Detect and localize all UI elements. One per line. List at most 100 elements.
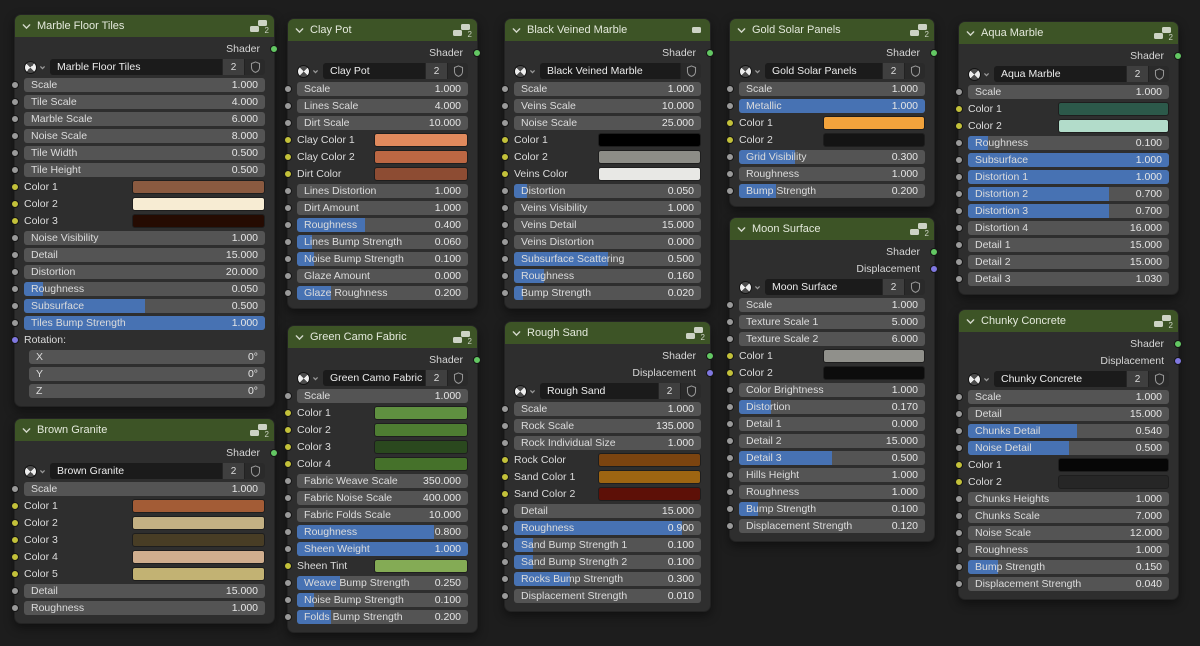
color-swatch[interactable] [132,197,265,211]
fake-user-shield-button[interactable] [1148,371,1169,387]
color-swatch[interactable] [132,214,265,228]
axis-field-y[interactable]: Y 0° [29,367,265,381]
collapse-chevron-icon[interactable] [512,26,521,35]
color-input-socket[interactable] [501,170,509,178]
color-input-socket[interactable] [726,119,734,127]
value-input-socket[interactable] [955,275,963,283]
input-slider-bump-strength[interactable]: Bump Strength 0.100 [726,502,925,516]
value-input-socket[interactable] [955,563,963,571]
input-slider-noise-bump-strength[interactable]: Noise Bump Strength 0.100 [284,593,468,607]
value-input-socket[interactable] [501,221,509,229]
input-slider-displacement-strength[interactable]: Displacement Strength 0.040 [955,577,1169,591]
color-swatch[interactable] [373,457,468,471]
fake-user-shield-button[interactable] [447,370,468,386]
value-input-socket[interactable] [284,596,292,604]
color-swatch[interactable] [822,116,925,130]
value-input-socket[interactable] [501,405,509,413]
color-input-socket[interactable] [11,553,19,561]
value-input-socket[interactable] [284,528,292,536]
color-swatch[interactable] [598,487,701,501]
input-slider-lines-distortion[interactable]: Lines Distortion 1.000 [284,184,468,198]
value-input-socket[interactable] [501,558,509,566]
vector-input-socket[interactable] [11,336,19,344]
value-input-socket[interactable] [726,420,734,428]
nodegroup-name-field[interactable]: Rough Sand [540,383,658,399]
color-swatch[interactable] [373,150,468,164]
value-input-socket[interactable] [955,156,963,164]
material-datablock-icon[interactable] [297,64,319,78]
value-input-socket[interactable] [726,301,734,309]
displacement-output-socket[interactable] [930,265,938,273]
input-slider-hills-height[interactable]: Hills Height 1.000 [726,468,925,482]
value-input-socket[interactable] [11,604,19,612]
input-slider-noise-scale[interactable]: Noise Scale 25.000 [501,116,701,130]
material-datablock-icon[interactable] [739,280,761,294]
users-count-button[interactable]: 2 [1126,66,1148,82]
input-slider-scale[interactable]: Scale 1.000 [726,298,925,312]
value-input-socket[interactable] [284,545,292,553]
axis-field-z[interactable]: Z 0° [29,384,265,398]
nodegroup-name-field[interactable]: Marble Floor Tiles [50,59,222,75]
collapse-chevron-icon[interactable] [737,225,746,234]
value-input-socket[interactable] [726,471,734,479]
color-input-socket[interactable] [501,473,509,481]
color-input-socket[interactable] [726,352,734,360]
input-slider-distortion-3[interactable]: Distortion 3 0.700 [955,204,1169,218]
value-input-socket[interactable] [501,575,509,583]
shader-output-socket[interactable] [706,352,714,360]
value-input-socket[interactable] [501,204,509,212]
value-input-socket[interactable] [284,511,292,519]
nodegroup-name-field[interactable]: Clay Pot [323,63,425,79]
value-input-socket[interactable] [284,579,292,587]
value-input-socket[interactable] [284,187,292,195]
value-input-socket[interactable] [11,485,19,493]
collapse-chevron-icon[interactable] [22,426,31,435]
input-slider-roughness[interactable]: Roughness 0.400 [284,218,468,232]
shader-output-socket[interactable] [270,45,278,53]
shader-output-socket[interactable] [473,49,481,57]
input-slider-lines-bump-strength[interactable]: Lines Bump Strength 0.060 [284,235,468,249]
input-slider-lines-scale[interactable]: Lines Scale 4.000 [284,99,468,113]
input-slider-chunks-detail[interactable]: Chunks Detail 0.540 [955,424,1169,438]
value-input-socket[interactable] [726,488,734,496]
displacement-output-socket[interactable] [1174,357,1182,365]
node-header[interactable]: Green Camo Fabric 2 [288,326,477,348]
color-input-socket[interactable] [284,562,292,570]
color-swatch[interactable] [598,133,701,147]
value-input-socket[interactable] [11,268,19,276]
material-datablock-icon[interactable] [739,64,761,78]
color-input-socket[interactable] [955,105,963,113]
color-swatch[interactable] [822,349,925,363]
value-input-socket[interactable] [955,139,963,147]
value-input-socket[interactable] [284,119,292,127]
color-input-socket[interactable] [284,153,292,161]
input-slider-fabric-noise-scale[interactable]: Fabric Noise Scale 400.000 [284,491,468,505]
value-input-socket[interactable] [726,403,734,411]
input-slider-glaze-roughness[interactable]: Glaze Roughness 0.200 [284,286,468,300]
input-slider-scale[interactable]: Scale 1.000 [955,390,1169,404]
color-input-socket[interactable] [955,122,963,130]
input-slider-bump-strength[interactable]: Bump Strength 0.150 [955,560,1169,574]
input-slider-subsurface-scattering[interactable]: Subsurface Scattering 0.500 [501,252,701,266]
shader-output-socket[interactable] [1174,52,1182,60]
fake-user-shield-button[interactable] [680,63,701,79]
input-slider-noise-visibility[interactable]: Noise Visibility 1.000 [11,231,265,245]
color-input-socket[interactable] [284,443,292,451]
material-datablock-icon[interactable] [968,67,990,81]
input-slider-detail[interactable]: Detail 15.000 [11,248,265,262]
collapse-chevron-icon[interactable] [512,329,521,338]
color-input-socket[interactable] [284,460,292,468]
material-datablock-icon[interactable] [24,464,46,478]
input-slider-chunks-heights[interactable]: Chunks Heights 1.000 [955,492,1169,506]
value-input-socket[interactable] [955,512,963,520]
node-header[interactable]: Moon Surface 2 [730,218,934,240]
input-slider-scale[interactable]: Scale 1.000 [284,82,468,96]
input-slider-veins-detail[interactable]: Veins Detail 15.000 [501,218,701,232]
input-slider-detail-2[interactable]: Detail 2 15.000 [955,255,1169,269]
color-swatch[interactable] [373,406,468,420]
input-slider-roughness[interactable]: Roughness 0.050 [11,282,265,296]
input-slider-texture-scale-1[interactable]: Texture Scale 1 5.000 [726,315,925,329]
input-slider-distortion[interactable]: Distortion 0.050 [501,184,701,198]
shader-output-socket[interactable] [706,49,714,57]
value-input-socket[interactable] [955,393,963,401]
